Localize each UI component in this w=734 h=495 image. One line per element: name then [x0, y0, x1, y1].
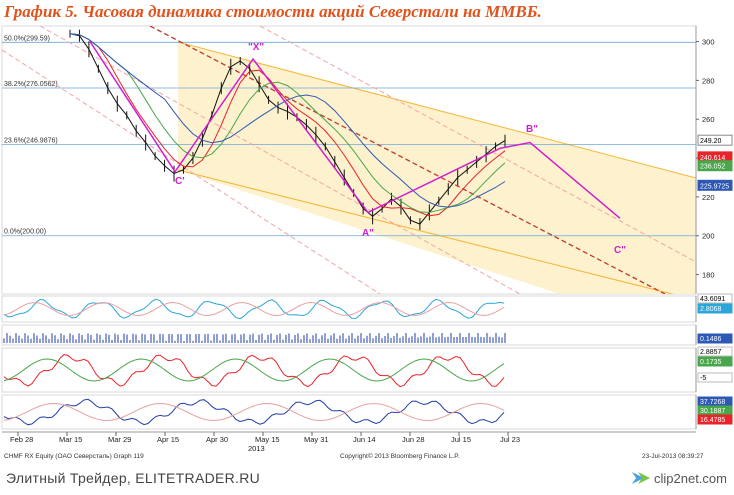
wave-label: C': [175, 176, 185, 187]
indicator-line: [3, 402, 505, 422]
subpanel-tag: [697, 293, 733, 304]
x-tick-label: Jun 28: [402, 435, 425, 444]
subpanel-tag-label: 43.6091: [700, 296, 725, 303]
fib-level-label: 38.2%(276.0562): [4, 81, 58, 88]
subpanel-tag-label: 0.1486: [700, 336, 722, 343]
moving-average-red: [69, 33, 506, 217]
price-tag: [697, 160, 733, 172]
price-tags: 249.20 240.614 236.052 225.9725: [697, 134, 733, 191]
y-tick-label: 260: [702, 115, 715, 124]
chart-canvas: 50.0%(299.59) 38.2%(276.0562) 23.6%(246.98…: [1, 25, 733, 460]
elliott-wave-path: [89, 41, 621, 219]
x-axis: Feb 28 Mar 15 Mar 29 Apr 15 Apr 30 May 15 May …: [2, 431, 696, 453]
price-tag: [697, 134, 733, 146]
subpanel-tag-label: 2.8068: [700, 306, 722, 313]
subpanel-tag-label: 2.8857: [700, 349, 722, 356]
y-tick-label: 280: [702, 76, 715, 85]
logo-text: clip2net.com: [654, 471, 726, 486]
arrow-logo-icon: clip2net.com: [632, 471, 727, 486]
x-tick-label: Feb 28: [10, 435, 33, 444]
clip2net-logo[interactable]: clip2net.com: [630, 466, 727, 490]
indicator-panel-1: [1, 295, 697, 323]
x-tick-label: May 31: [304, 435, 329, 444]
price-tag-label: 236.052: [700, 164, 725, 171]
channel-upper-line: [177, 41, 696, 179]
trend-channel: [178, 42, 696, 294]
source-label: CHMF RX Equity (OAO Северсталь) Graph 11…: [4, 453, 144, 460]
indicator-panel-3: [1, 347, 697, 393]
subpanel-tag-label: 0.1735: [700, 359, 722, 366]
subpanel-tag: [697, 372, 733, 383]
subpanel-tag: [697, 346, 733, 357]
indicator-line: [3, 354, 505, 388]
indicator-panels: 43.6091 2.8068 0.1486 2.8857 0.1735 -5 37.7268…: [1, 293, 733, 430]
y-tick-label: 300: [702, 38, 715, 47]
subpanel-tag-label: 37.7268: [700, 399, 725, 406]
y-tick-label: 220: [702, 193, 715, 202]
fib-level-label: 50.0%(299.59): [4, 35, 50, 42]
subpanel-tag: [697, 303, 733, 314]
wave-label: A": [362, 228, 374, 239]
x-tick-label: Jul 23: [500, 435, 520, 444]
channel-dashed-line: [39, 26, 521, 294]
channel-dashed-line: [259, 26, 696, 263]
subpanel-tag: [697, 414, 733, 425]
x-tick-label: Jul 15: [451, 435, 471, 444]
wave-label: C": [614, 245, 626, 256]
x-tick-label: Mar 29: [108, 435, 131, 444]
wave-label: B": [526, 124, 538, 135]
subpanel-tag-label: 16.4785: [700, 417, 725, 424]
indicator-line: [3, 398, 505, 426]
wave-label: "X": [248, 42, 264, 53]
subpanel-tag-label: 30.1887: [700, 408, 725, 415]
x-tick-label: Jun 14: [353, 435, 376, 444]
subpanel-tag-label: -5: [700, 375, 706, 382]
price-tag-label: 240.614: [700, 155, 725, 162]
indicator-line: [3, 358, 505, 382]
indicator-line: [3, 301, 505, 317]
fib-level-label: 23.6%(246.9876): [4, 137, 58, 144]
subpanel-tag: [697, 333, 733, 344]
subpanel-tag: [697, 356, 733, 367]
channel-lower-line: [177, 169, 675, 294]
y-tick-label: 200: [702, 232, 715, 241]
fib-level-label: 0.0%(200.00): [4, 229, 46, 236]
moving-average-green: [69, 33, 506, 213]
price-tag-label: 249.20: [700, 138, 722, 145]
x-year-label: 2013: [248, 444, 265, 453]
channel-dashed-line: [2, 49, 381, 294]
x-tick-label: May 15: [255, 435, 280, 444]
x-tick-label: Mar 15: [59, 435, 82, 444]
chart-title: График 5. Часовая динамика стоимости акц…: [4, 2, 542, 21]
indicator-panel-4: [1, 394, 697, 430]
price-tag-label: 225.9725: [700, 183, 729, 190]
x-tick-label: Apr 30: [206, 435, 228, 444]
copyright-label: Copyright© 2013 Bloomberg Finance L.P.: [340, 452, 460, 460]
timestamp-label: 23-Jul-2013 08:39:27: [642, 453, 704, 460]
indicator-line: [3, 298, 505, 320]
resistance-dashed-line: [149, 26, 666, 294]
moving-average-blue: [69, 33, 506, 208]
main-plot-layer: 50.0%(299.59) 38.2%(276.0562) 23.6%(246.98…: [2, 26, 696, 294]
price-tag: [697, 179, 733, 191]
x-tick-label: Apr 15: [157, 435, 179, 444]
footer-bar: Элитный Трейдер, ELITETRADER.RU clip2net…: [0, 463, 734, 493]
footer-caption: Элитный Трейдер, ELITETRADER.RU: [6, 470, 261, 486]
y-tick-label: 180: [702, 271, 715, 280]
